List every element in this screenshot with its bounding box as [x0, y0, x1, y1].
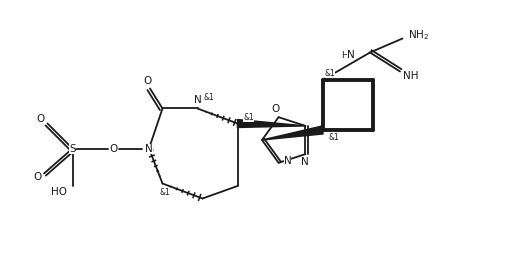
Text: NH: NH: [403, 71, 419, 81]
Text: N: N: [145, 144, 153, 153]
Text: O: O: [109, 144, 118, 153]
Text: &1: &1: [324, 68, 335, 78]
Text: H: H: [341, 51, 348, 60]
Text: O: O: [271, 104, 280, 114]
Text: N: N: [300, 157, 308, 167]
Text: &1: &1: [160, 188, 171, 197]
Text: &1: &1: [328, 132, 339, 142]
Text: N: N: [284, 156, 291, 166]
Text: O: O: [143, 76, 152, 86]
Text: &1: &1: [243, 113, 254, 122]
Polygon shape: [262, 126, 323, 140]
Text: N: N: [346, 51, 354, 60]
Text: &1: &1: [203, 93, 214, 102]
Text: O: O: [36, 115, 45, 124]
Text: S: S: [69, 144, 76, 153]
Text: N: N: [194, 95, 202, 105]
Text: O: O: [33, 172, 41, 182]
Text: NH$_2$: NH$_2$: [408, 29, 429, 43]
Polygon shape: [237, 120, 306, 128]
Text: HO: HO: [50, 187, 67, 197]
